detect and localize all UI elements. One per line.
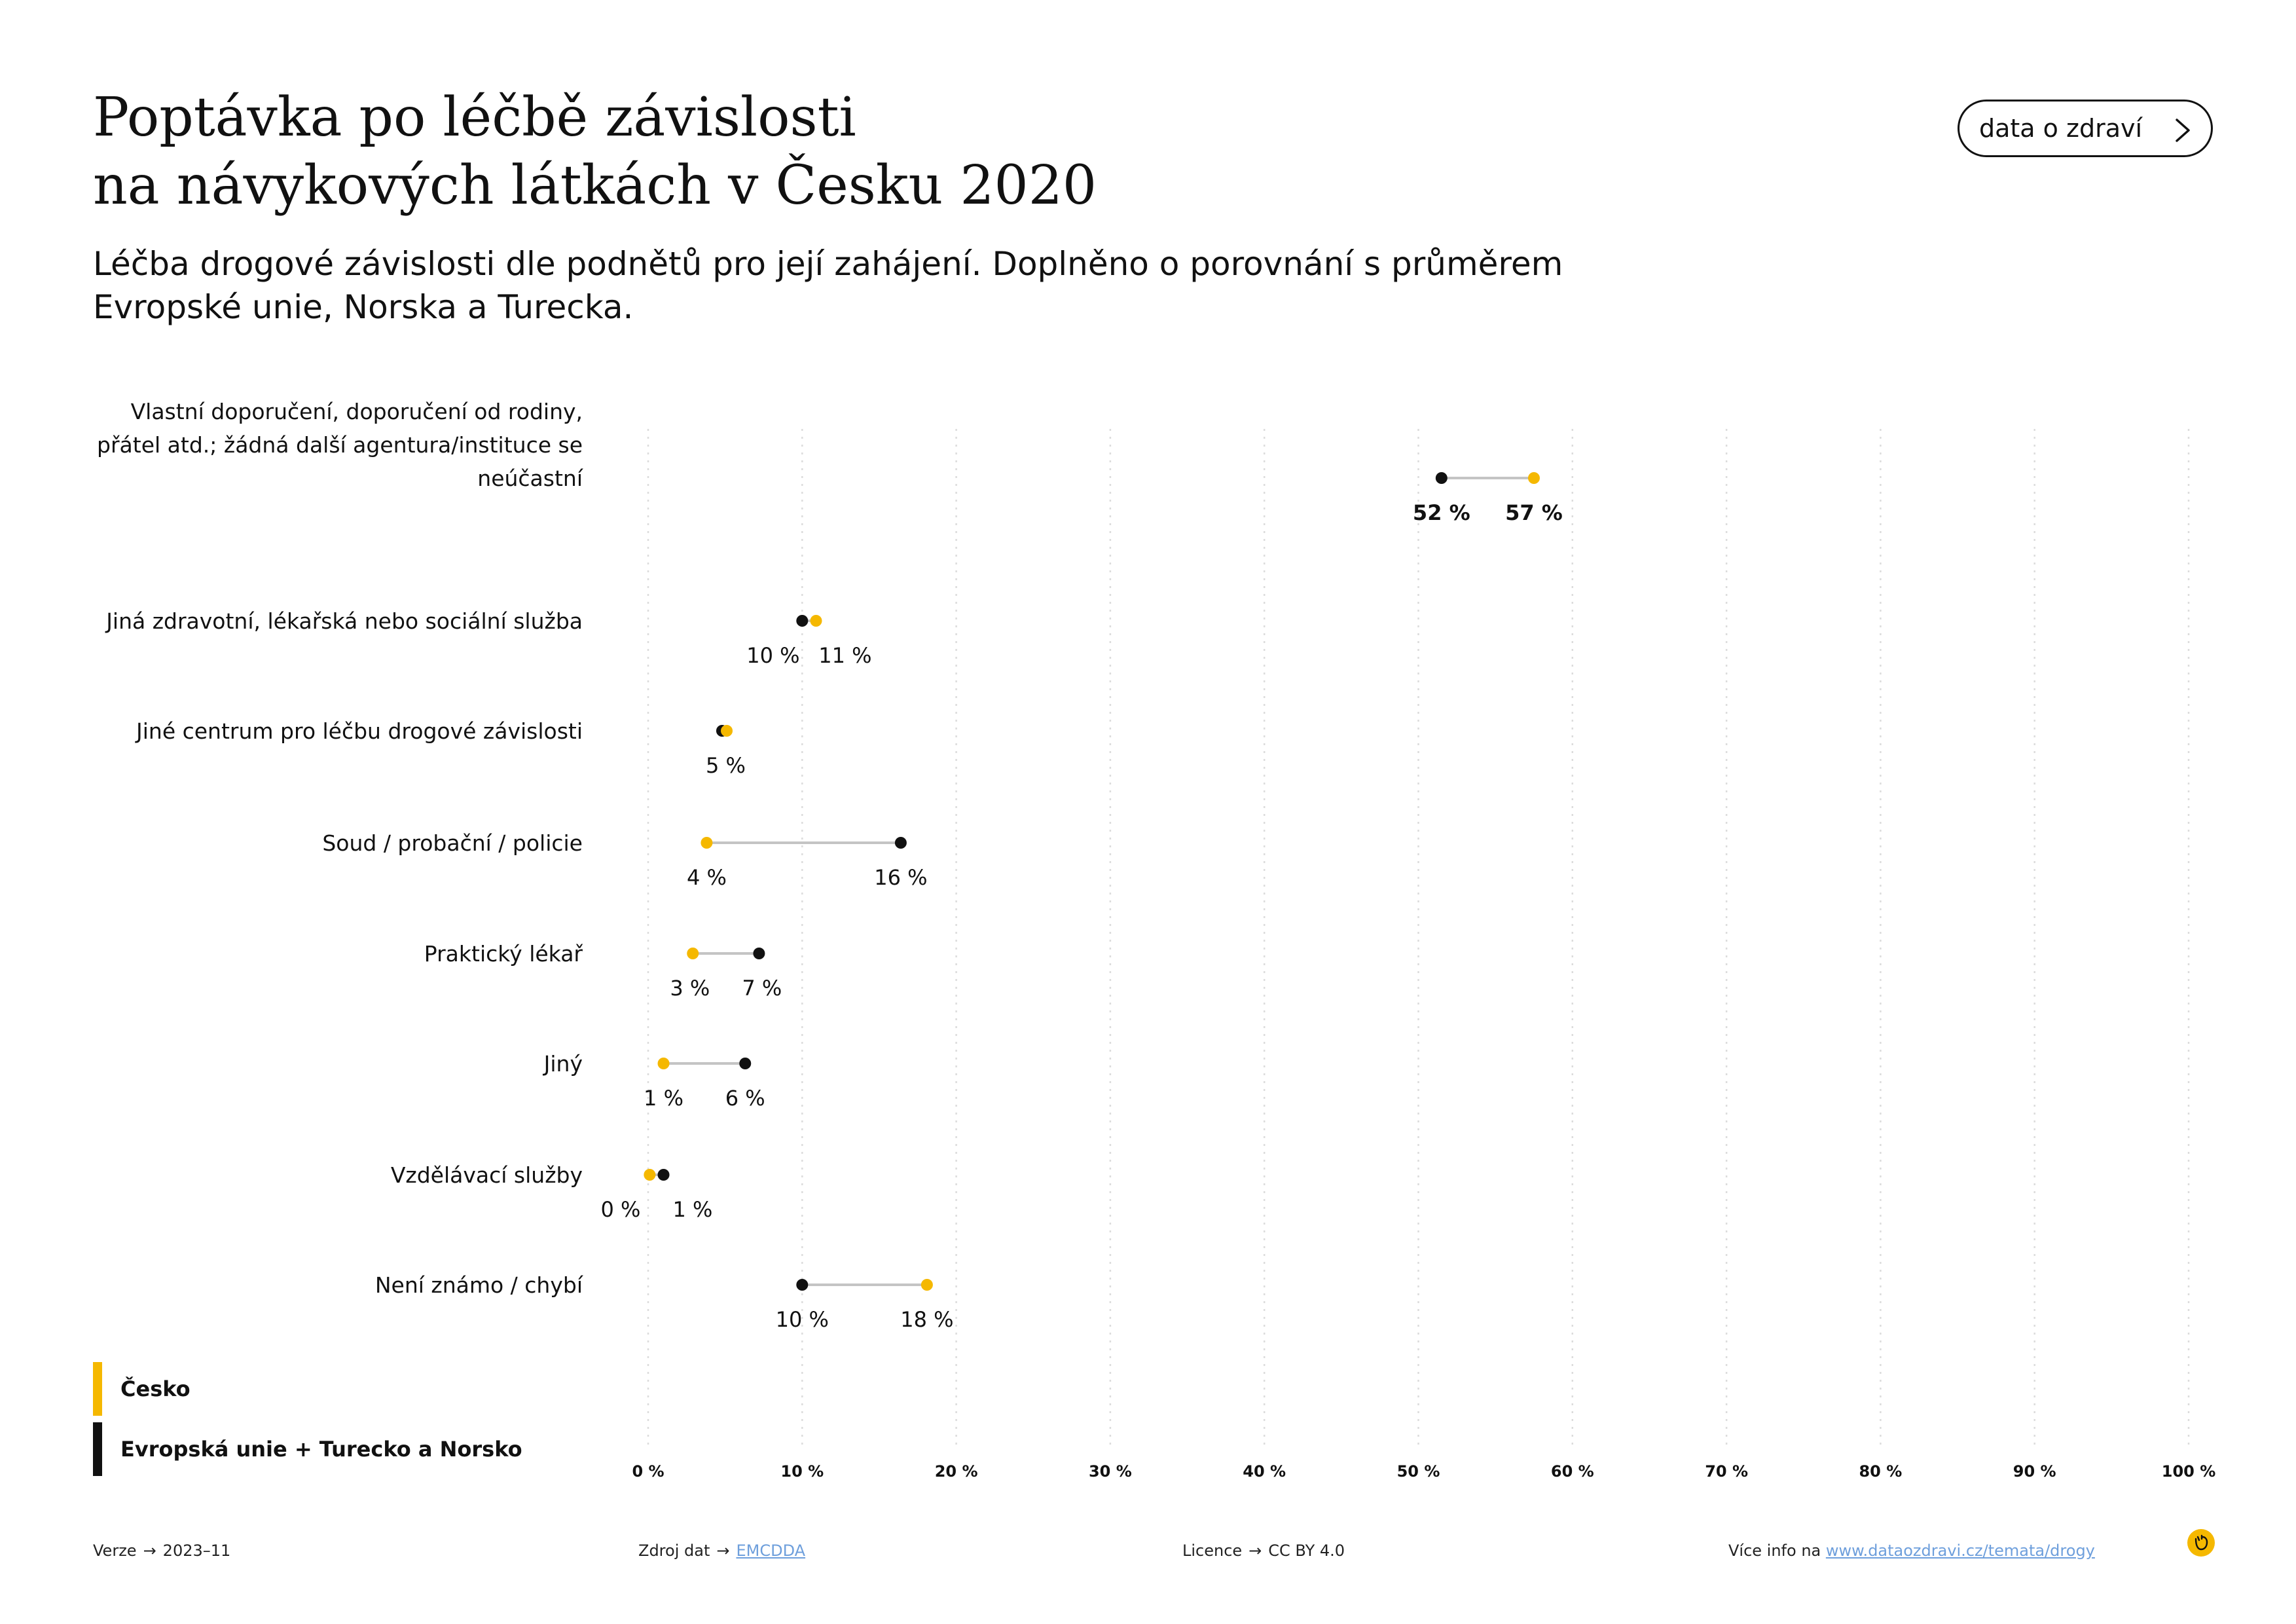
x-tick-label: 60 % — [1551, 1462, 1594, 1481]
footer-license: Licence → CC BY 4.0 — [1182, 1541, 1345, 1560]
point-cesko — [1527, 472, 1540, 484]
value-label-right: 1 % — [672, 1197, 712, 1222]
point-cesko — [687, 948, 699, 959]
value-label-right: 6 % — [725, 1086, 765, 1111]
category-label: přátel atd.; žádná další agentura/instit… — [97, 432, 583, 458]
value-label: 5 % — [706, 753, 746, 778]
value-label-left: 1 % — [644, 1086, 683, 1111]
chevron-right-icon — [2176, 119, 2190, 142]
footer-version-value: 2023–11 — [162, 1541, 231, 1560]
point-eu — [657, 1169, 670, 1181]
footer-license-value: CC BY 4.0 — [1268, 1541, 1345, 1560]
page-title: Poptávka po léčbě závislosti na návykovýc… — [93, 84, 1097, 220]
title-line-1: Poptávka po léčbě závislosti — [93, 86, 856, 149]
value-label-right: 7 % — [742, 976, 782, 1001]
category-label: Jiná zdravotní, lékařská nebo sociální s… — [105, 608, 583, 634]
category-label: neúčastní — [477, 466, 584, 491]
point-eu — [894, 837, 907, 849]
data-o-zdravi-label: data o zdraví — [1979, 114, 2143, 143]
value-label-left: 4 % — [687, 865, 727, 890]
category-label: Vlastní doporučení, doporučení od rodiny… — [131, 399, 583, 424]
value-label-right: 18 % — [900, 1307, 953, 1332]
x-tick-label: 90 % — [2013, 1462, 2056, 1481]
point-cesko — [644, 1169, 656, 1181]
x-tick-label: 20 % — [935, 1462, 978, 1481]
category-label: Jiné centrum pro léčbu drogové závislost… — [135, 718, 583, 744]
page-subtitle: Léčba drogové závislosti dle podnětů pro… — [93, 242, 1664, 329]
point-cesko — [701, 837, 713, 849]
point-cesko — [920, 1279, 933, 1291]
logo-badge-icon — [2187, 1529, 2215, 1557]
dumbbell-chart: 0 % 10 % 20 % 30 % 40 % 50 % 60 % 70 % 80 % 90 % 1… — [97, 399, 2216, 1481]
x-tick-label: 80 % — [1859, 1462, 1902, 1481]
x-tick-label: 100 % — [2162, 1462, 2216, 1481]
footer-arrow-3: → — [1248, 1541, 1262, 1560]
category-label: Není známo / chybí — [375, 1272, 584, 1298]
legend-label-eu: Evropská unie + Turecko a Norsko — [120, 1437, 522, 1462]
footer-source: Zdroj dat → EMCDDA — [638, 1541, 805, 1560]
legend-swatch-eu — [93, 1422, 102, 1476]
value-label-right: 57 % — [1505, 500, 1563, 525]
subtitle-line-1: Léčba drogové závislosti dle podnětů pro… — [93, 245, 1563, 283]
category-label: Jiný — [543, 1051, 583, 1077]
footer-version: Verze → 2023–11 — [93, 1541, 230, 1560]
value-label-left: 3 % — [670, 976, 710, 1001]
value-label-left: 0 % — [600, 1197, 640, 1222]
point-eu — [1435, 472, 1448, 484]
category-label: Soud / probační / policie — [322, 830, 583, 856]
footer-more: Více info na www.dataozdravi.cz/temata/d… — [1728, 1541, 2095, 1560]
legend-label-cesko: Česko — [120, 1376, 191, 1401]
value-label-left: 52 % — [1413, 500, 1470, 525]
footer-more-link[interactable]: www.dataozdravi.cz/temata/drogy — [1825, 1541, 2095, 1560]
title-line-2: na návykových látkách v Česku 2020 — [93, 155, 1097, 217]
point-eu — [796, 1279, 809, 1291]
legend-item-eu: Evropská unie + Turecko a Norsko — [93, 1422, 522, 1476]
data-o-zdravi-button[interactable]: data o zdraví — [1958, 100, 2213, 157]
point-eu — [739, 1058, 752, 1069]
point-eu — [753, 948, 765, 959]
point-eu — [796, 615, 809, 627]
point-cesko — [810, 615, 822, 627]
x-tick-label: 50 % — [1397, 1462, 1440, 1481]
footer-arrow-1: → — [143, 1541, 156, 1560]
point-cesko — [657, 1058, 670, 1069]
subtitle-line-2: Evropské unie, Norska a Turecka. — [93, 288, 634, 326]
x-tick-label: 10 % — [780, 1462, 824, 1481]
value-label-left: 10 % — [746, 643, 799, 668]
legend-swatch-cesko — [93, 1362, 102, 1416]
footer-source-link[interactable]: EMCDDA — [736, 1541, 806, 1560]
footer-version-label: Verze — [93, 1541, 137, 1560]
footer-more-label: Více info na — [1728, 1541, 1821, 1560]
value-label-left: 10 % — [776, 1307, 829, 1332]
point-cesko — [721, 725, 733, 737]
footer-arrow-2: → — [716, 1541, 730, 1560]
category-label: Vzdělávací služby — [391, 1162, 583, 1188]
x-tick-label: 30 % — [1089, 1462, 1132, 1481]
value-label-right: 16 % — [874, 865, 927, 890]
x-tick-label: 40 % — [1243, 1462, 1286, 1481]
value-label-right: 11 % — [818, 643, 871, 668]
category-label: Praktický lékař — [424, 941, 583, 967]
legend-item-cesko: Česko — [93, 1362, 191, 1416]
footer-license-label: Licence — [1182, 1541, 1243, 1560]
x-tick-label: 70 % — [1705, 1462, 1748, 1481]
x-tick-label: 0 % — [632, 1462, 664, 1481]
footer-source-label: Zdroj dat — [638, 1541, 710, 1560]
